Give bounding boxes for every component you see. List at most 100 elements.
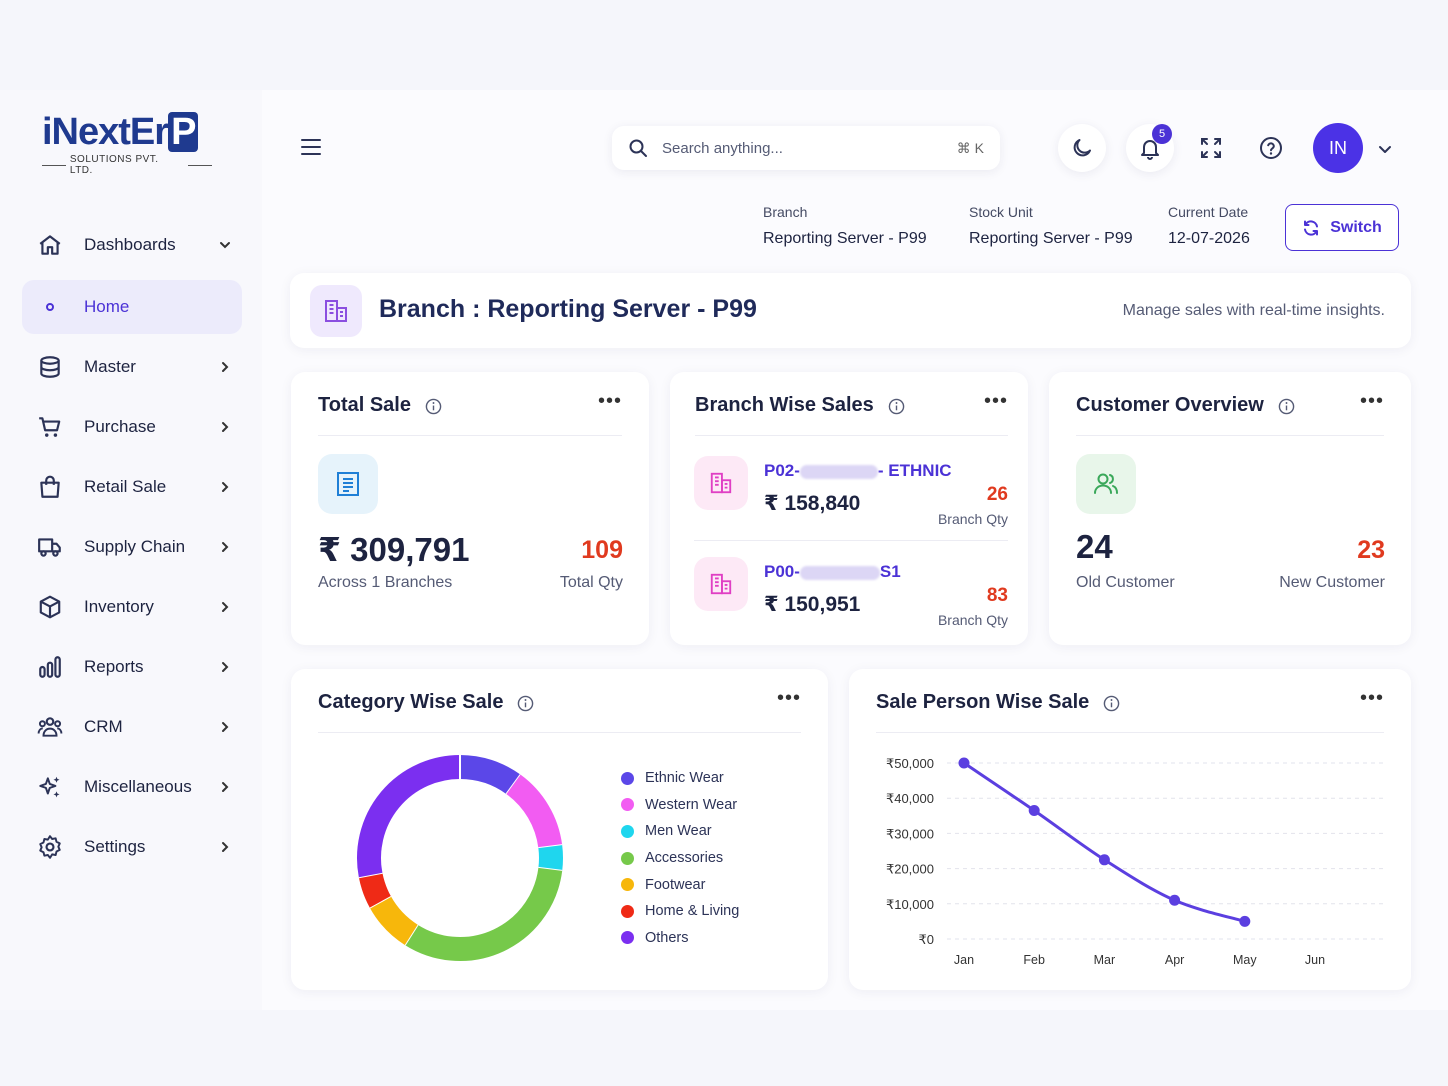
data-point[interactable] xyxy=(1169,894,1181,906)
sidebar-item-inventory[interactable]: Inventory xyxy=(22,580,242,634)
search-icon xyxy=(629,139,647,157)
sidebar-item-settings[interactable]: Settings xyxy=(22,820,242,874)
sidebar-item-home[interactable]: Home xyxy=(22,280,242,334)
menu-toggle-icon[interactable] xyxy=(300,136,322,158)
donut-slice-accessories[interactable] xyxy=(404,867,563,961)
logo-wordmark: iNextErP xyxy=(42,112,212,152)
total-sale-amount-label: Across 1 Branches xyxy=(318,574,453,591)
current-date-label: Current Date xyxy=(1168,204,1249,220)
dark-mode-toggle[interactable] xyxy=(1058,124,1106,172)
legend-item[interactable]: Others xyxy=(621,925,739,952)
building-icon xyxy=(694,456,748,510)
x-tick-label: Feb xyxy=(1023,953,1045,967)
legend-item[interactable]: Accessories xyxy=(621,845,739,872)
branch-wise-sales-card: Branch Wise Sales ••• P02- - ETHNIC ₹ 158… xyxy=(670,372,1028,645)
switch-label: Switch xyxy=(1330,218,1382,236)
chevron-right-icon xyxy=(222,842,229,852)
legend-label: Others xyxy=(645,929,689,946)
card-title: Branch Wise Sales xyxy=(695,394,874,416)
legend-swatch xyxy=(621,931,634,945)
legend-item[interactable]: Ethnic Wear xyxy=(621,765,739,792)
sidebar-item-miscellaneous[interactable]: Miscellaneous xyxy=(22,760,242,814)
data-point[interactable] xyxy=(1028,805,1040,817)
banner-subtitle: Manage sales with real-time insights. xyxy=(1122,302,1385,319)
legend-label: Footwear xyxy=(645,876,706,893)
sidebar-item-label: Retail Sale xyxy=(84,477,167,496)
sidebar-item-crm[interactable]: CRM xyxy=(22,700,242,754)
donut-slice-footwear[interactable] xyxy=(369,895,419,945)
stock-unit-label: Stock Unit xyxy=(969,204,1033,220)
sidebar-item-dashboards[interactable]: Dashboards xyxy=(22,218,242,272)
info-icon[interactable] xyxy=(517,695,534,712)
building-icon xyxy=(694,557,748,611)
search-input[interactable]: Search anything... ⌘ K xyxy=(612,126,1000,170)
more-options-icon[interactable]: ••• xyxy=(597,390,622,412)
y-tick-label: ₹0 xyxy=(918,932,934,947)
more-options-icon[interactable]: ••• xyxy=(983,390,1008,412)
legend-item[interactable]: Footwear xyxy=(621,871,739,898)
sale-person-line-chart: ₹50,000 ₹40,000 ₹30,000 ₹20,000 ₹10,000 ₹0 Jan… xyxy=(886,756,1384,967)
donut-slice-ethnic-wear[interactable] xyxy=(459,755,521,795)
database-icon xyxy=(36,353,64,381)
branch-row[interactable]: P00- S1 ₹ 150,951 83 Branch Qty xyxy=(694,557,1008,637)
user-avatar[interactable]: IN xyxy=(1313,123,1363,173)
donut-slice-home-living[interactable] xyxy=(358,872,391,908)
fullscreen-button[interactable] xyxy=(1187,124,1235,172)
more-options-icon[interactable]: ••• xyxy=(1359,687,1384,709)
info-icon[interactable] xyxy=(888,398,905,415)
y-tick-label: ₹10,000 xyxy=(886,897,934,912)
more-options-icon[interactable]: ••• xyxy=(776,687,801,709)
data-point[interactable] xyxy=(958,757,970,769)
customer-overview-card: Customer Overview ••• 24 Old Customer 23… xyxy=(1049,372,1411,645)
info-icon[interactable] xyxy=(1278,398,1295,415)
chevron-right-icon xyxy=(222,422,229,432)
info-icon[interactable] xyxy=(1103,695,1120,712)
donut-slice-western-wear[interactable] xyxy=(506,774,563,849)
sidebar-item-label: Reports xyxy=(84,657,144,676)
switch-button[interactable]: Switch xyxy=(1285,204,1399,251)
more-options-icon[interactable]: ••• xyxy=(1359,390,1384,412)
notifications-button[interactable]: 5 xyxy=(1126,124,1174,172)
data-point[interactable] xyxy=(1239,915,1251,927)
old-customer-label: Old Customer xyxy=(1076,574,1175,591)
legend-label: Men Wear xyxy=(645,823,712,840)
legend-label: Western Wear xyxy=(645,796,738,813)
sidebar-item-label: Dashboards xyxy=(84,235,176,254)
donut-slice-others[interactable] xyxy=(357,755,461,878)
legend-item[interactable]: Men Wear xyxy=(621,818,739,845)
data-point[interactable] xyxy=(1098,854,1110,866)
chevron-right-icon xyxy=(222,482,229,492)
help-button[interactable] xyxy=(1247,124,1295,172)
stock-unit-value: Reporting Server - P99 xyxy=(969,230,1133,247)
sidebar-item-label: CRM xyxy=(84,717,123,736)
branch-qty: 26 xyxy=(986,484,1008,505)
series-line xyxy=(963,761,1246,923)
chevron-down-icon[interactable] xyxy=(1377,141,1393,157)
sidebar-item-label: Inventory xyxy=(84,597,154,616)
legend-item[interactable]: Home & Living xyxy=(621,898,739,925)
legend-swatch xyxy=(621,771,634,785)
sale-person-wise-sale-card: Sale Person Wise Sale ••• ₹50,000 ₹40,000… xyxy=(849,669,1411,990)
x-tick-label: Jun xyxy=(1305,953,1325,967)
sidebar-item-retail-sale[interactable]: Retail Sale xyxy=(22,460,242,514)
legend-label: Ethnic Wear xyxy=(645,770,724,787)
sidebar-item-supply-chain[interactable]: Supply Chain xyxy=(22,520,242,574)
branch-qty-label: Branch Qty xyxy=(937,511,1008,527)
branch-banner: Branch : Reporting Server - P99 Manage s… xyxy=(290,273,1411,348)
sidebar-item-master[interactable]: Master xyxy=(22,340,242,394)
sidebar-item-reports[interactable]: Reports xyxy=(22,640,242,694)
chevron-right-icon xyxy=(222,662,229,672)
branch-value: Reporting Server - P99 xyxy=(763,230,927,247)
new-customer-count: 23 xyxy=(1357,536,1385,564)
legend-item[interactable]: Western Wear xyxy=(621,792,739,819)
sidebar-item-label: Supply Chain xyxy=(84,537,186,556)
info-icon[interactable] xyxy=(425,398,442,415)
y-tick-label: ₹20,000 xyxy=(886,862,934,877)
brand-logo[interactable]: iNextErP SOLUTIONS PVT. LTD. xyxy=(42,112,212,176)
sidebar-item-purchase[interactable]: Purchase xyxy=(22,400,242,454)
donut-slice-separator xyxy=(538,866,563,872)
donut-slice-men-wear[interactable] xyxy=(538,845,563,871)
bell-icon xyxy=(1141,140,1159,160)
card-title: Category Wise Sale xyxy=(318,691,504,713)
branch-row[interactable]: P02- - ETHNIC ₹ 158,840 26 Branch Qty xyxy=(694,456,1008,536)
